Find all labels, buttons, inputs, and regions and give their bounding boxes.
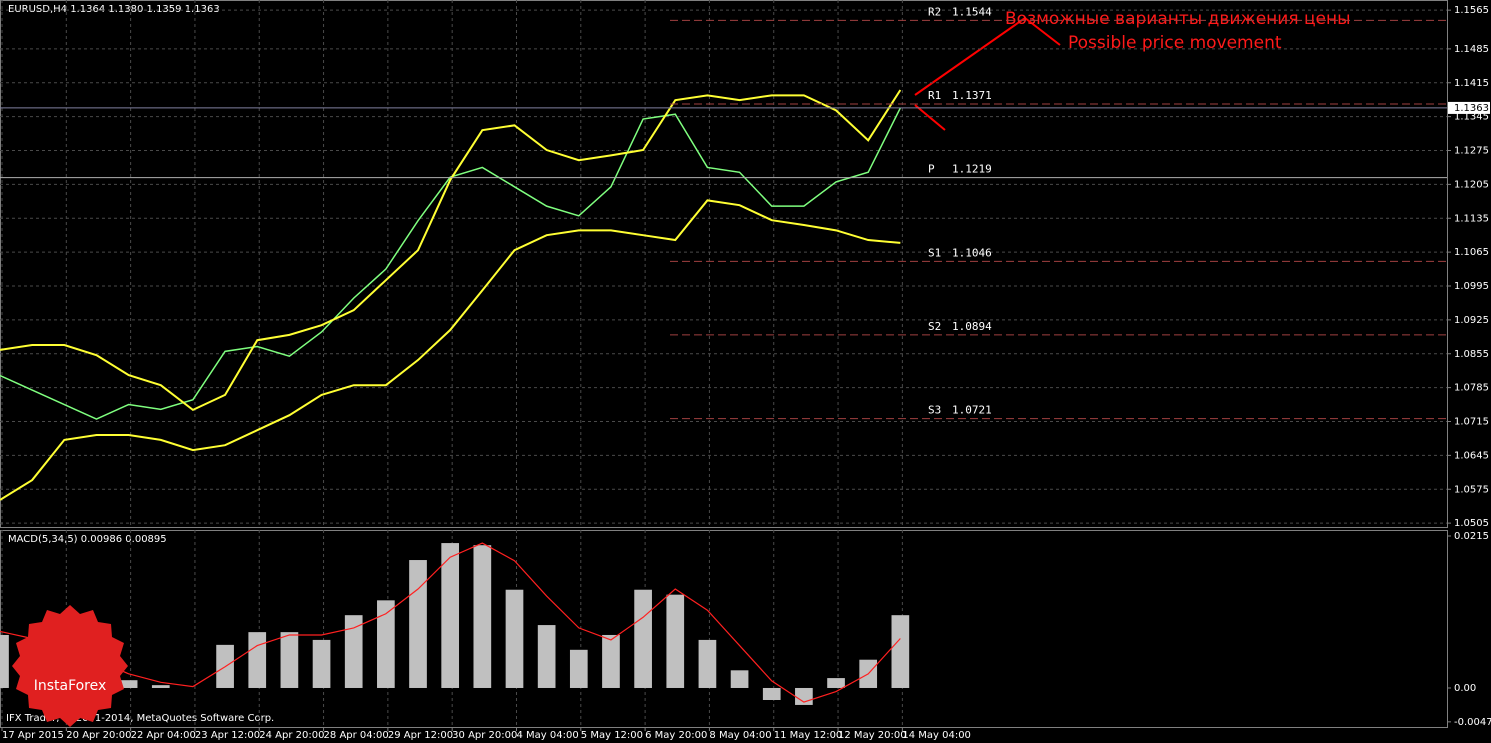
macd-pane-border <box>0 530 1448 728</box>
macd-bar <box>666 594 685 688</box>
macd-bar <box>827 678 845 688</box>
pivot-name: R1 <box>928 89 941 102</box>
annotation-arrows <box>914 17 1061 131</box>
y-tick-label: 1.1565 <box>1454 5 1489 16</box>
signal-line <box>0 542 901 703</box>
x-tick-label: 22 Apr 04:00 <box>131 730 196 741</box>
annotation-ru: Возможные варианты движения цены <box>1005 9 1351 29</box>
macd-bar <box>537 625 556 688</box>
arrow-up <box>914 17 1026 96</box>
y-tick-label: 1.1065 <box>1454 247 1489 258</box>
y-tick-label: -0.00479 <box>1454 717 1491 728</box>
macd-bar <box>505 589 524 688</box>
pivot-name: S2 <box>928 320 941 333</box>
current-price-box <box>1448 101 1490 114</box>
logo: InstaForex <box>12 605 128 727</box>
price-line <box>0 199 901 501</box>
macd-bar <box>280 632 299 688</box>
pivot-value: 1.1371 <box>952 89 992 102</box>
macd-bar <box>248 632 267 688</box>
pivot-value: 1.1219 <box>952 163 992 176</box>
pivot-value: 1.1046 <box>952 246 992 259</box>
x-tick-label: 12 May 20:00 <box>838 730 907 741</box>
pivot-value: 1.0894 <box>952 320 992 333</box>
macd-bar <box>891 615 910 688</box>
macd-bar <box>0 634 9 688</box>
annotation-en: Possible price movement <box>1068 33 1282 53</box>
macd-bar <box>634 589 652 688</box>
x-tick-label: 23 Apr 12:00 <box>195 730 260 741</box>
copyright: IFX Trader, © 2001-2014, MetaQuotes Soft… <box>6 713 274 724</box>
y-tick-label: 1.0855 <box>1454 349 1489 360</box>
current-price-label: 1.1363 <box>1454 103 1489 114</box>
y-tick-label: 1.0995 <box>1454 281 1489 292</box>
x-tick-label: 8 May 04:00 <box>709 730 771 741</box>
y-tick-label: 1.0925 <box>1454 315 1489 326</box>
macd-bar <box>473 545 492 688</box>
macd-bar <box>762 687 781 700</box>
logo-text: InstaForex <box>34 678 107 694</box>
y-tick-label: 1.0785 <box>1454 383 1489 394</box>
y-tick-label: 0.00 <box>1454 683 1476 694</box>
pivot-name: P <box>928 163 935 176</box>
y-tick-label: 1.1275 <box>1454 146 1489 157</box>
y-tick-label: 1.1135 <box>1454 213 1489 224</box>
macd-bar <box>730 670 749 688</box>
macd-bar <box>569 649 588 688</box>
pivot-value: 1.0721 <box>952 404 992 417</box>
x-tick-label: 28 Apr 04:00 <box>324 730 389 741</box>
x-tick-label: 5 May 12:00 <box>581 730 643 741</box>
y-tick-label: 1.0575 <box>1454 484 1489 495</box>
macd-bar <box>602 634 620 688</box>
x-tick-label: 29 Apr 12:00 <box>388 730 453 741</box>
pivot-value: 1.1544 <box>952 5 992 18</box>
macd-bar <box>441 543 460 688</box>
macd-bar <box>409 560 427 688</box>
macd-bar <box>698 639 717 688</box>
arrow-down <box>914 104 946 131</box>
y-tick-label: 1.0715 <box>1454 417 1489 428</box>
pivot-name: S3 <box>928 404 941 417</box>
x-tick-label: 11 May 12:00 <box>774 730 843 741</box>
chart-header: EURUSD,H4 1.1364 1.1380 1.1359 1.1363 <box>8 4 220 15</box>
x-tick-label: 20 Apr 20:00 <box>66 730 131 741</box>
macd-bar <box>377 600 395 688</box>
x-tick-label: 14 May 04:00 <box>902 730 971 741</box>
y-tick-label: 1.1205 <box>1454 179 1489 190</box>
x-tick-label: 30 Apr 20:00 <box>452 730 517 741</box>
y-tick-label: 1.0645 <box>1454 450 1489 461</box>
y-tick-label: 1.1345 <box>1454 112 1489 123</box>
macd-title: MACD(5,34,5) 0.00986 0.00895 <box>8 534 167 545</box>
logo-badge <box>12 605 128 727</box>
y-tick-label: 0.0215 <box>1454 531 1489 542</box>
macd-bar <box>344 615 363 688</box>
price-pane-border <box>0 0 1448 528</box>
pivot-name: R2 <box>928 5 941 18</box>
y-tick-label: 1.1485 <box>1454 44 1489 55</box>
x-tick-label: 24 Apr 20:00 <box>259 730 324 741</box>
macd-bar <box>312 639 331 688</box>
macd-bar <box>151 685 170 688</box>
x-tick-label: 4 May 04:00 <box>516 730 578 741</box>
pivot-name: S1 <box>928 246 941 259</box>
y-tick-label: 1.0505 <box>1454 518 1489 529</box>
arrow-pointer <box>1024 17 1061 46</box>
y-tick-label: 1.1415 <box>1454 78 1489 89</box>
x-tick-label: 6 May 20:00 <box>645 730 707 741</box>
price-line <box>0 89 902 412</box>
macd-bar <box>119 680 138 688</box>
x-tick-label: 17 Apr 2015 <box>2 730 64 741</box>
